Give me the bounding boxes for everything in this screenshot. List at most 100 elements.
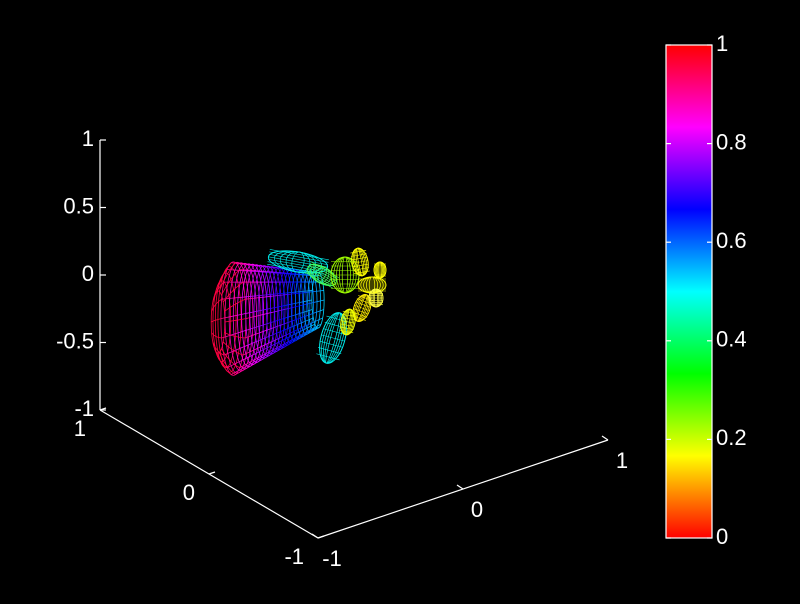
mesh-line <box>298 333 303 337</box>
mesh-line <box>262 347 268 351</box>
mesh-line <box>288 342 293 345</box>
mesh-line <box>235 301 241 305</box>
mesh-lobe-line <box>267 263 327 275</box>
mesh-line <box>289 339 294 343</box>
colorbar-tick-label: 0.6 <box>716 228 747 253</box>
mesh-line <box>296 322 302 326</box>
mesh-lobe <box>304 261 340 289</box>
mesh-line <box>250 327 255 330</box>
mesh-line <box>281 344 286 348</box>
mesh-line <box>213 334 217 337</box>
mesh-line <box>227 262 232 268</box>
x-tick <box>456 484 464 490</box>
mesh-line <box>270 320 276 323</box>
mesh-line <box>241 313 246 315</box>
mesh-lobe-line <box>308 265 338 282</box>
mesh-lobe-line <box>351 256 368 261</box>
mesh-line <box>229 303 236 308</box>
mesh-line <box>248 335 253 338</box>
mesh-line <box>248 342 253 346</box>
mesh-line <box>238 281 244 286</box>
mesh-line <box>259 331 264 334</box>
mesh-line <box>211 307 214 312</box>
mesh-line <box>231 262 236 268</box>
mesh-line <box>252 315 257 318</box>
mesh-line <box>235 269 240 275</box>
mesh-line <box>297 335 302 339</box>
colorbar-tick-label: 0 <box>716 524 728 549</box>
mesh-line <box>215 301 219 305</box>
mesh-line <box>269 352 274 356</box>
x-tick-label: -1 <box>322 546 342 571</box>
mesh-line <box>254 351 260 355</box>
mesh-line <box>222 341 229 348</box>
mesh-line <box>239 369 244 373</box>
mesh-line <box>226 365 232 369</box>
mesh-line <box>229 315 234 318</box>
mesh-line <box>274 306 279 309</box>
mesh-lobe-line <box>341 320 355 324</box>
mesh-line <box>277 309 282 312</box>
mesh-line <box>238 359 244 363</box>
mesh-line <box>278 305 283 308</box>
z-tick-label: 0.5 <box>63 193 94 218</box>
mesh-line <box>254 325 259 329</box>
mesh-line <box>220 361 225 366</box>
mesh-lobe <box>368 288 384 308</box>
mesh-line <box>237 313 242 316</box>
mesh-line <box>246 365 251 369</box>
y-tick <box>99 407 107 411</box>
mesh-line <box>254 357 259 361</box>
mesh-line <box>269 349 274 353</box>
mesh-line <box>218 298 222 302</box>
mesh-lobe-line <box>267 261 327 273</box>
mesh-line <box>246 351 251 354</box>
mesh-line <box>245 312 250 314</box>
mesh-line <box>276 345 281 349</box>
mesh-line <box>245 317 250 320</box>
mesh-line <box>302 327 308 331</box>
mesh-line <box>254 361 259 365</box>
colorbar-tick-label: 0.2 <box>716 425 747 450</box>
mesh-line <box>270 327 274 330</box>
mesh-line <box>292 339 297 343</box>
mesh-line <box>244 336 249 339</box>
mesh-lobe-line <box>309 263 339 280</box>
mesh-line <box>223 267 228 274</box>
mesh-line <box>305 314 310 317</box>
mesh-lobe <box>373 261 387 279</box>
mesh-lobe-line <box>305 270 335 287</box>
mesh-line <box>265 354 270 358</box>
mesh-line <box>273 350 278 354</box>
mesh-line <box>213 303 217 308</box>
mesh-line <box>312 327 318 330</box>
mesh-line <box>260 337 265 341</box>
mesh-line <box>305 331 310 335</box>
mesh-line <box>223 360 228 368</box>
mesh-line <box>281 308 286 311</box>
mesh-line <box>304 324 309 327</box>
colorbar-tick-label: 1 <box>716 31 728 56</box>
mesh-line <box>258 324 263 327</box>
mesh-line <box>218 281 224 292</box>
mesh-line <box>311 320 316 324</box>
mesh-line <box>225 335 231 338</box>
mesh-line <box>262 354 267 358</box>
mesh-line <box>227 351 233 354</box>
colorbar <box>665 44 713 539</box>
mesh-line <box>216 281 221 292</box>
mesh-line <box>234 361 240 365</box>
mesh-line <box>294 335 300 339</box>
mesh-lobe-line <box>304 271 334 289</box>
y-tick-label: -1 <box>284 544 304 569</box>
mesh-line <box>294 331 300 335</box>
mesh-line <box>250 361 255 365</box>
mesh-lobe-line <box>353 270 370 275</box>
mesh-line <box>273 325 278 329</box>
mesh-line <box>293 329 298 332</box>
mesh-line <box>211 332 214 336</box>
mesh-line <box>284 344 289 348</box>
mesh-line <box>225 355 232 362</box>
mesh-line <box>249 316 254 319</box>
